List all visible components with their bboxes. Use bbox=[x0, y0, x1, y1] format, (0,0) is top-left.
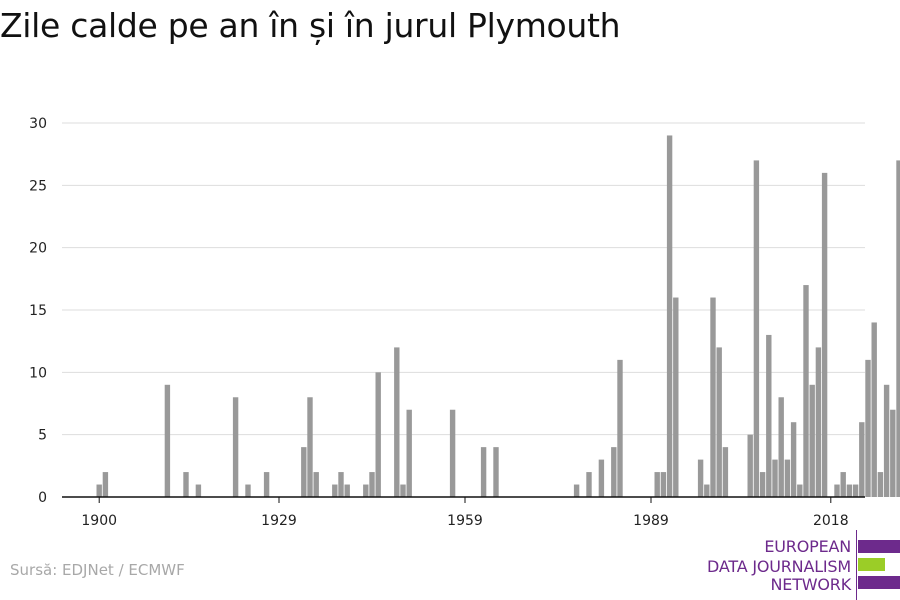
x-axis: 1900 1929 1959 1989 2018 bbox=[62, 496, 865, 529]
bar-1999 bbox=[710, 297, 716, 497]
bar-1916 bbox=[195, 484, 202, 497]
chart-title: Zile calde pe an în și în jurul Plymouth bbox=[0, 6, 621, 45]
bar-1940 bbox=[344, 484, 350, 497]
x-tick-label-1959: 1959 bbox=[447, 513, 483, 529]
bar-2013 bbox=[797, 484, 803, 497]
logo-bar-middle bbox=[858, 558, 885, 571]
bar-1979 bbox=[586, 472, 592, 497]
bar-2026 bbox=[877, 472, 884, 497]
y-tick-label-10: 10 bbox=[29, 365, 47, 381]
bar-1924 bbox=[245, 484, 251, 497]
bar-1935 bbox=[313, 472, 319, 497]
bars bbox=[96, 135, 900, 497]
x-tick-label-1989: 1989 bbox=[633, 513, 669, 529]
bar-1997 bbox=[697, 459, 704, 497]
bar-1900 bbox=[96, 484, 102, 497]
bar-2001 bbox=[722, 447, 729, 497]
bar-1983 bbox=[611, 447, 617, 497]
x-tick-label-2018: 2018 bbox=[813, 513, 849, 529]
bar-1939 bbox=[338, 472, 344, 497]
gridlines bbox=[62, 122, 865, 436]
bar-1934 bbox=[307, 397, 313, 497]
y-tick-label-25: 25 bbox=[29, 178, 47, 194]
y-tick-label-5: 5 bbox=[38, 428, 47, 444]
bar-1911 bbox=[164, 384, 171, 497]
bar-1948 bbox=[394, 347, 400, 497]
y-tick-label-30: 30 bbox=[29, 116, 47, 132]
bar-2011 bbox=[784, 459, 791, 497]
bar-2007 bbox=[759, 472, 766, 497]
bar-1922 bbox=[232, 397, 239, 497]
bar-1927 bbox=[263, 472, 270, 497]
bar-1998 bbox=[704, 484, 710, 497]
logo-line-network: NETWORK bbox=[770, 575, 852, 594]
bar-1984 bbox=[617, 359, 623, 497]
bar-1949 bbox=[400, 484, 406, 497]
logo-divider bbox=[856, 530, 857, 600]
bar-2006 bbox=[753, 160, 760, 497]
x-tick-label-1900: 1900 bbox=[81, 513, 117, 529]
bar-1938 bbox=[332, 484, 338, 497]
logo-line-european: EUROPEAN bbox=[764, 537, 851, 556]
bar-2027 bbox=[883, 384, 890, 497]
bar-2015 bbox=[809, 384, 815, 497]
bar-1914 bbox=[183, 472, 189, 497]
bar-2005 bbox=[747, 434, 753, 497]
bar-1957 bbox=[449, 409, 456, 497]
bar-1990 bbox=[654, 472, 660, 497]
bar-2014 bbox=[803, 285, 809, 497]
source-credit: Sursă: EDJNet / ECMWF bbox=[10, 561, 185, 579]
bar-2024 bbox=[865, 359, 871, 497]
bar-2008 bbox=[766, 334, 772, 497]
bar-2019 bbox=[834, 484, 840, 497]
y-tick-label-20: 20 bbox=[29, 241, 47, 257]
bar-2009 bbox=[772, 459, 778, 497]
x-tick-label-1929: 1929 bbox=[261, 513, 297, 529]
bar-2021 bbox=[846, 484, 853, 497]
edjnet-logo: EUROPEAN DATA JOURNALISM NETWORK bbox=[700, 530, 900, 600]
logo-bar-top bbox=[858, 540, 900, 553]
bar-2016 bbox=[815, 347, 822, 497]
bar-1950 bbox=[406, 409, 412, 497]
y-tick-label-15: 15 bbox=[29, 303, 47, 319]
bar-2025 bbox=[871, 322, 877, 497]
y-tick-label-0: 0 bbox=[38, 490, 47, 506]
bar-1962 bbox=[480, 447, 487, 497]
bar-2022 bbox=[852, 484, 859, 497]
bar-2010 bbox=[778, 397, 784, 497]
y-axis-ticks: 0 5 10 15 20 25 30 bbox=[29, 116, 47, 506]
bar-1993 bbox=[673, 297, 679, 497]
bar-1977 bbox=[573, 484, 580, 497]
bar-2020 bbox=[840, 472, 846, 497]
bar-2028 bbox=[890, 409, 896, 497]
bar-1933 bbox=[301, 447, 307, 497]
logo-bar-bottom bbox=[858, 576, 900, 589]
bar-1991 bbox=[660, 472, 667, 497]
bar-1992 bbox=[666, 135, 673, 497]
bar-1964 bbox=[493, 447, 499, 497]
logo-line-data-journalism: DATA JOURNALISM bbox=[707, 557, 851, 576]
bar-2012 bbox=[790, 422, 797, 497]
bar-2023 bbox=[859, 422, 865, 497]
bar-2029 bbox=[896, 160, 900, 497]
bar-1901 bbox=[102, 472, 109, 497]
bar-2017 bbox=[821, 172, 828, 497]
bar-1981 bbox=[598, 459, 605, 497]
bar-1944 bbox=[369, 472, 375, 497]
bar-1945 bbox=[375, 372, 381, 497]
bar-1943 bbox=[363, 484, 369, 497]
bar-2000 bbox=[716, 347, 722, 497]
